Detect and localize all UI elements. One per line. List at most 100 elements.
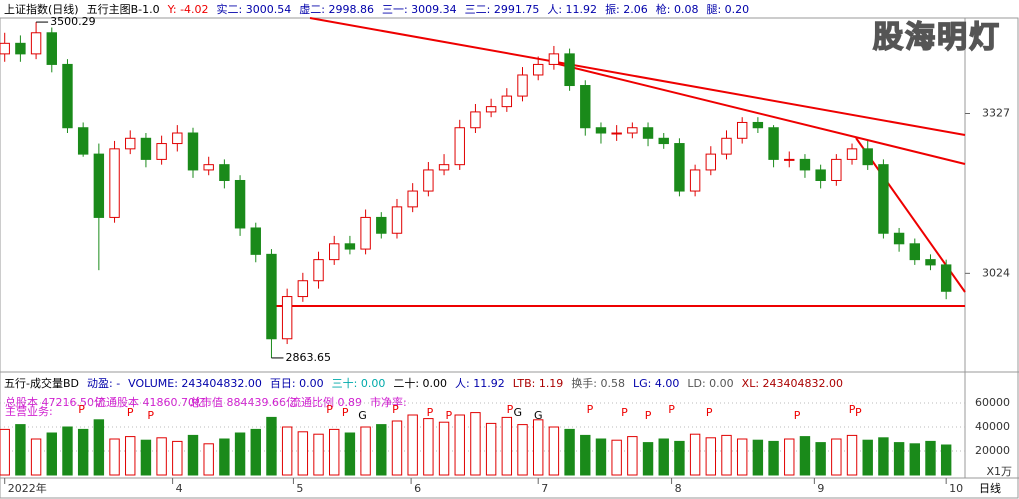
candle-body <box>172 132 183 145</box>
candle-body <box>203 164 214 171</box>
header-item: 五行主图B-1.0 <box>86 3 160 16</box>
candle-body <box>156 143 167 160</box>
volume-bar <box>30 438 42 476</box>
trend-line <box>549 61 966 165</box>
volume-bar <box>470 412 481 476</box>
x-tick-label: 6 <box>414 482 421 495</box>
header-item: 二十: 0.00 <box>393 377 448 390</box>
candle-body <box>281 296 293 340</box>
volume-bar <box>62 426 73 476</box>
signal: P <box>706 406 713 419</box>
header-item: 动盈: - <box>87 377 121 390</box>
y-tick-label: 20000 <box>975 444 1010 457</box>
candle-body <box>15 42 26 55</box>
volume-bar <box>407 414 418 476</box>
signal: G <box>514 406 523 419</box>
candle-body <box>689 169 701 192</box>
candle-body <box>391 206 403 234</box>
volume-bar <box>438 421 450 476</box>
candle-body <box>752 121 764 129</box>
candle-body <box>940 264 952 292</box>
candle-body <box>109 148 120 218</box>
volume-bar <box>642 442 654 476</box>
volume-bar <box>219 438 230 476</box>
volume-bar <box>658 438 669 476</box>
info-text: 总市值 884439.66亿 <box>190 395 297 409</box>
header-item: LG: 4.00 <box>633 376 680 390</box>
candle-body <box>329 243 340 261</box>
header-item: 三一: 3009.34 <box>381 3 457 16</box>
volume-bar <box>611 439 622 476</box>
signal: P <box>587 403 594 416</box>
header-item: Y: -4.02 <box>167 2 209 16</box>
volume-bar <box>77 428 89 476</box>
volume-bar <box>297 431 309 476</box>
frame <box>0 17 1019 499</box>
volume-bar <box>156 437 167 476</box>
period-label: 日线 <box>979 481 1001 495</box>
y-tick-label: 40000 <box>975 420 1010 433</box>
volume-bar <box>925 440 936 476</box>
candle-body <box>831 158 842 181</box>
watermark: 股海明灯 <box>872 19 1001 56</box>
candle-body <box>250 227 261 255</box>
signal: P <box>147 409 154 422</box>
info-text: 流通股本 41860.70亿 <box>95 395 206 409</box>
y-tick-label: 3327 <box>982 106 1010 119</box>
volume-bar <box>689 433 701 476</box>
y-tick-label: 3024 <box>982 266 1010 279</box>
x-tick-label: 9 <box>817 482 824 495</box>
candle-body <box>642 127 654 139</box>
signal: G <box>534 409 543 422</box>
candle-body <box>580 85 591 129</box>
volume-bar <box>172 440 183 476</box>
header-item: 实二: 3000.54 <box>216 3 292 16</box>
signal: P <box>427 406 434 419</box>
volume-bar <box>909 443 920 476</box>
volume-bar <box>564 428 575 476</box>
candle-body <box>344 243 356 250</box>
candle-body <box>595 127 607 134</box>
volume-bar <box>376 424 387 476</box>
signal: P <box>849 403 856 416</box>
volume-bar <box>736 438 748 476</box>
signal: P <box>326 403 333 416</box>
candle-body <box>234 179 246 229</box>
volume-bar <box>846 434 858 476</box>
volume-bar <box>313 433 324 476</box>
volume-bar <box>940 444 952 476</box>
volume-bar <box>329 428 340 476</box>
volume-bar <box>627 436 638 476</box>
x-tick-label: 8 <box>675 482 682 495</box>
candle-body <box>705 153 717 171</box>
volume-bar <box>109 438 120 476</box>
candle-body <box>46 32 57 65</box>
candle-body <box>438 164 450 171</box>
trend-line <box>309 17 966 136</box>
header-item: 枪: 0.08 <box>655 3 699 16</box>
candle-body <box>799 158 811 171</box>
volume-bar <box>281 426 293 476</box>
annotation: 2863.65 <box>285 351 331 364</box>
signal: P <box>621 406 628 419</box>
candle-body <box>736 121 748 139</box>
header-item: 人: 11.92 <box>547 3 598 16</box>
y-tick-label: 60000 <box>975 396 1010 409</box>
volume-bar <box>674 440 685 476</box>
candle-body <box>548 53 560 65</box>
volume-bar <box>878 437 889 476</box>
volume-bar <box>0 428 10 476</box>
candle-body <box>627 127 638 134</box>
candle-body <box>925 259 936 266</box>
header-item: 虚二: 2998.86 <box>299 3 374 16</box>
candle-body <box>658 137 669 145</box>
candle-body <box>721 137 732 155</box>
candle-body <box>0 42 10 55</box>
signal: P <box>794 409 801 422</box>
volume-bar <box>454 414 465 476</box>
signal: P <box>507 403 514 416</box>
header-bar: 上证指数(日线) 五行主图B-1.0 Y: -4.02 实二: 3000.54 虚二: … <box>0 0 1019 18</box>
header-item: XL: 243404832.00 <box>741 376 844 390</box>
candle-body <box>878 164 889 234</box>
